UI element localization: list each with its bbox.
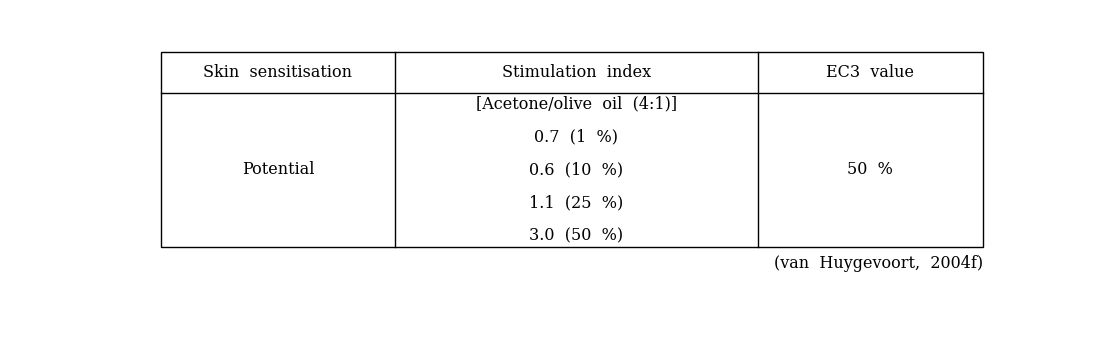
Text: EC3  value: EC3 value — [826, 64, 914, 81]
Text: Skin  sensitisation: Skin sensitisation — [203, 64, 353, 81]
Text: (van  Huygevoort,  2004f): (van Huygevoort, 2004f) — [773, 255, 983, 272]
Text: 1.1  (25  %): 1.1 (25 %) — [529, 195, 624, 212]
Text: [Acetone/olive  oil  (4:1)]: [Acetone/olive oil (4:1)] — [475, 95, 676, 112]
Text: 50  %: 50 % — [847, 161, 893, 178]
Text: 0.6  (10  %): 0.6 (10 %) — [529, 161, 624, 178]
Text: 0.7  (1  %): 0.7 (1 %) — [535, 128, 618, 145]
FancyBboxPatch shape — [161, 53, 983, 247]
Text: Potential: Potential — [242, 161, 314, 178]
Text: 3.0  (50  %): 3.0 (50 %) — [529, 227, 624, 245]
Text: Stimulation  index: Stimulation index — [502, 64, 651, 81]
